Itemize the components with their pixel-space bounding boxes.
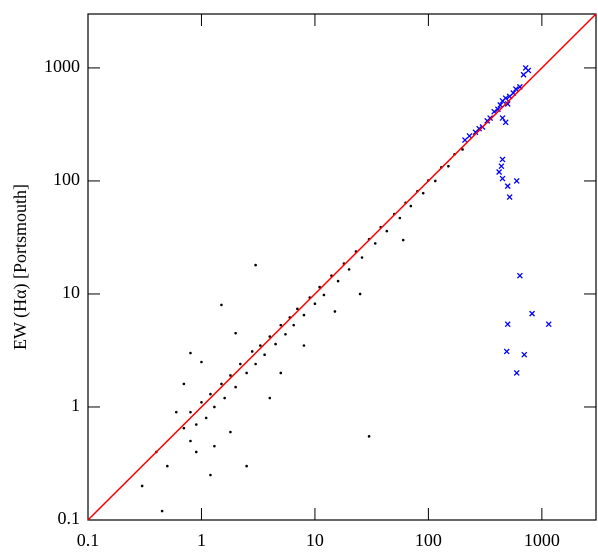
dot-point xyxy=(204,416,208,420)
dot-point xyxy=(229,374,232,377)
cross-point xyxy=(503,348,510,355)
dot-point xyxy=(409,204,413,208)
dot-point xyxy=(209,473,212,477)
dot-point xyxy=(279,371,283,375)
x-tick-label: 1 xyxy=(197,530,206,550)
x-tick-label: 0.1 xyxy=(77,530,100,550)
cross-point xyxy=(545,321,552,328)
dot-point xyxy=(200,401,203,404)
cross-point xyxy=(496,169,503,175)
dot-point xyxy=(229,430,232,434)
dot-point xyxy=(322,293,326,297)
cross-point xyxy=(504,321,511,328)
dot-point xyxy=(347,268,351,271)
dot-point xyxy=(296,307,299,311)
cross-point xyxy=(498,163,505,170)
dot-point xyxy=(258,344,262,347)
dot-point xyxy=(189,351,192,355)
y-tick-label: 1000 xyxy=(44,56,80,76)
dot-point xyxy=(358,292,362,296)
dot-point xyxy=(292,323,296,327)
cross-point xyxy=(484,117,491,124)
cross-point xyxy=(513,177,520,184)
y-tick-label: 0.1 xyxy=(58,508,81,528)
dot-point xyxy=(274,342,277,346)
dot-point xyxy=(239,362,242,366)
dot-point xyxy=(398,216,402,220)
dot-point xyxy=(194,450,198,454)
cross-point xyxy=(516,272,523,279)
cross-point xyxy=(499,175,506,182)
dot-point xyxy=(245,371,248,375)
dot-point xyxy=(182,382,186,386)
dot-point xyxy=(433,179,437,183)
cross-point xyxy=(504,100,511,107)
identity-line xyxy=(87,13,597,521)
dot-point xyxy=(182,426,186,430)
y-tick-label: 10 xyxy=(62,282,80,302)
dot-point xyxy=(245,464,248,468)
plot-frame xyxy=(87,13,597,521)
cross-point xyxy=(512,86,519,93)
dot-point xyxy=(461,148,464,151)
cross-point xyxy=(513,369,520,376)
y-tick-label: 1 xyxy=(71,395,80,415)
cross-point xyxy=(506,194,513,201)
cross-point xyxy=(521,351,528,358)
y-tick-label: 100 xyxy=(53,169,80,189)
dot-point xyxy=(160,509,164,513)
cross-point xyxy=(529,310,536,317)
dot-point xyxy=(268,335,272,338)
cross-point xyxy=(499,98,506,104)
dot-point xyxy=(367,435,371,438)
cross-point xyxy=(520,71,527,78)
dot-point xyxy=(234,385,237,389)
dot-point xyxy=(268,396,272,400)
x-tick-label: 1000 xyxy=(524,530,560,550)
dot-point xyxy=(254,263,257,267)
dot-point xyxy=(140,484,144,488)
cross-point xyxy=(499,115,506,122)
dot-point xyxy=(333,310,337,313)
dot-point xyxy=(373,242,377,245)
dot-point xyxy=(234,331,237,335)
dot-point xyxy=(263,353,266,357)
dot-point xyxy=(313,302,317,306)
dot-point xyxy=(336,279,340,283)
dot-point xyxy=(279,323,283,327)
dot-point xyxy=(302,344,306,347)
dot-point xyxy=(254,362,257,366)
dot-point xyxy=(213,444,216,448)
dot-point xyxy=(284,332,287,336)
dot-point xyxy=(250,350,254,353)
dot-point xyxy=(194,423,198,426)
cross-point xyxy=(502,119,509,126)
dot-point xyxy=(189,439,192,443)
dot-point xyxy=(209,392,212,396)
x-tick-label: 100 xyxy=(415,530,442,550)
dot-point xyxy=(189,410,192,414)
dot-point xyxy=(385,229,389,233)
cross-point xyxy=(504,183,511,190)
dot-point xyxy=(421,191,425,195)
dot-point xyxy=(174,410,178,414)
dot-point xyxy=(220,382,223,386)
dot-point xyxy=(200,360,203,364)
dot-point xyxy=(213,405,216,409)
dot-point xyxy=(220,303,223,307)
cross-point xyxy=(499,156,506,163)
cross-point xyxy=(461,137,468,144)
cross-point xyxy=(525,67,532,74)
cross-point xyxy=(472,129,479,136)
y-axis-label: EW (Hα) [Portsmouth] xyxy=(10,184,31,350)
dot-point xyxy=(360,256,364,259)
dot-point xyxy=(166,464,169,468)
dot-point xyxy=(302,313,306,317)
dot-point xyxy=(223,396,226,400)
x-tick-label: 10 xyxy=(306,530,324,550)
dot-point xyxy=(447,164,450,168)
dot-point xyxy=(401,238,405,242)
